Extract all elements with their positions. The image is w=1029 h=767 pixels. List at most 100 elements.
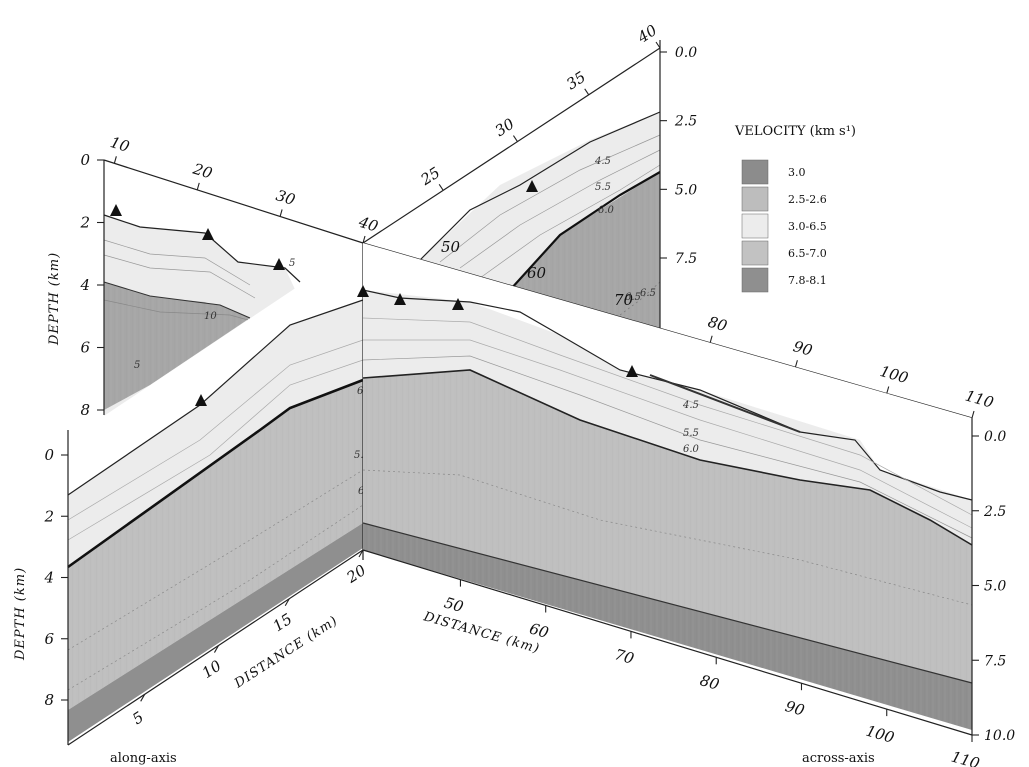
front-right-panel: 50 60 70 80 90 100 110 0.0 2.5 5.0 7.5 10.0 DISTAN… xyxy=(357,243,1015,767)
back-left-depth-ticks: 0 2 4 6 8 xyxy=(79,151,104,419)
legend-swatch xyxy=(741,159,769,185)
front-right-upper-crust xyxy=(363,290,972,545)
top-axis-tick-label: 100 xyxy=(878,362,911,387)
velocity-legend: VELOCITY (km s¹) 3.0 2.5-2.6 3.0-6.5 6.5-7.… xyxy=(734,124,856,293)
front-left-water xyxy=(68,243,363,495)
back-left-distance-tick-mark xyxy=(279,209,283,217)
front-right-contour-2: 5.5 xyxy=(683,428,699,439)
front-left-distance-tick-label: 20 xyxy=(343,561,370,587)
back-right-depth-tick-label: 7.5 xyxy=(675,251,697,267)
back-right-moho xyxy=(509,171,661,291)
front-left-mantle xyxy=(68,523,363,742)
front-right-depth-tick-label: 10.0 xyxy=(984,728,1015,744)
top-axis-tick-mark xyxy=(971,410,975,419)
front-left-distance-tick-label: 10 xyxy=(199,656,225,682)
front-right-moho xyxy=(362,369,973,546)
legend-label: 2.5-2.6 xyxy=(788,193,827,206)
back-right-grid-labels: 50 60 70 xyxy=(441,238,634,309)
back-left-distance-tick-mark xyxy=(113,156,117,164)
back-left-contour-2: 10 xyxy=(204,311,217,322)
legend-swatch xyxy=(741,186,769,212)
back-left-depth-tick-label: 8 xyxy=(80,401,90,419)
front-right-water xyxy=(363,243,972,500)
front-right-distance-label: DISTANCE (km) xyxy=(421,609,542,657)
back-right-contour-2: 5.5 xyxy=(595,182,611,193)
front-right-distance-tick-label: 50 xyxy=(442,594,466,617)
front-right-contour-3: 6.0 xyxy=(683,444,700,455)
top-axis-tick-label: 110 xyxy=(963,387,996,412)
station-triangle-icon xyxy=(452,298,464,310)
top-axis-tick-mark xyxy=(886,386,890,394)
legend-swatch xyxy=(741,240,769,266)
station-triangle-icon xyxy=(110,204,122,216)
front-right-distance-tick-label: 80 xyxy=(698,671,722,694)
back-left-contour-3: 5 xyxy=(134,360,140,371)
front-right-depth-ticks: 0.0 2.5 5.0 7.5 10.0 xyxy=(972,429,1015,744)
top-axis-tick-label: 90 xyxy=(791,337,815,360)
back-left-stations xyxy=(110,204,285,270)
front-right-depth-tick-label: 5.0 xyxy=(984,579,1006,595)
front-left-depth-tick-label: 4 xyxy=(43,569,54,587)
back-right-distance-tick-mark xyxy=(655,41,661,49)
top-axis-ticks: 80 90 100 110 xyxy=(706,313,996,419)
front-left-depth-ticks: 0 2 4 6 8 xyxy=(43,446,68,709)
front-right-distance-tick-label: 90 xyxy=(783,697,807,720)
front-left-moho xyxy=(67,378,364,569)
back-right-distance-tick-mark xyxy=(512,135,518,142)
front-right-depth-tick-label: 7.5 xyxy=(984,653,1006,669)
front-right-distance-tick-label: 110 xyxy=(949,748,982,767)
back-right-upper-crust xyxy=(420,112,660,290)
front-left-depth-tick-label: 6 xyxy=(44,630,54,648)
back-left-seafloor xyxy=(103,214,301,283)
back-right-top-axis xyxy=(362,47,661,244)
back-right-seafloor xyxy=(419,111,661,261)
legend-swatch xyxy=(741,267,769,293)
back-right-depth-tick-label: 5.0 xyxy=(675,182,697,198)
front-left-distance-tick-mark xyxy=(358,549,364,558)
front-left-depth-tick-label: 2 xyxy=(43,507,54,525)
back-left-panel: 5 10 5 0 2 4 6 8 10 20 30 40 DEPTH (km) xyxy=(47,133,381,420)
legend-label: 6.5-7.0 xyxy=(788,247,827,260)
front-left-depth-label: DEPTH (km) xyxy=(13,567,28,661)
back-left-distance-tick-label: 20 xyxy=(190,159,215,182)
station-triangle-icon xyxy=(394,293,406,305)
front-right-bottom-axis xyxy=(362,549,973,736)
back-left-depth-tick-label: 2 xyxy=(79,214,90,232)
back-left-distance-tick-label: 10 xyxy=(108,133,132,156)
back-left-contour-1: 5 xyxy=(289,258,295,269)
legend-label: 3.0-6.5 xyxy=(788,220,827,233)
back-right-contour-3: 6.0 xyxy=(598,205,615,216)
back-left-depth-label: DEPTH (km) xyxy=(47,252,62,346)
front-left-distance-tick-label: 15 xyxy=(270,610,296,635)
back-right-contour-1: 4.5 xyxy=(594,156,611,167)
front-left-caption: along-axis xyxy=(110,751,177,766)
back-left-distance-ticks: 10 20 30 40 xyxy=(108,133,381,244)
back-right-contour-5: 6.5 xyxy=(640,288,656,299)
front-right-distance-tick-label: 70 xyxy=(613,645,637,668)
back-right-water xyxy=(363,50,660,260)
front-left-distance-tick-mark xyxy=(213,645,219,653)
station-triangle-icon xyxy=(626,365,638,377)
back-right-depth-tick-label: 0.0 xyxy=(675,45,697,61)
front-right-depth-tick-label: 0.0 xyxy=(984,429,1006,445)
back-left-distance-tick-label: 40 xyxy=(356,213,381,236)
back-left-depth-tick-label: 0 xyxy=(80,151,90,169)
back-right-distance-tick-mark xyxy=(438,184,444,191)
front-right-caption: across-axis xyxy=(802,751,875,766)
front-left-bottom-axis xyxy=(67,549,364,746)
back-right-grid-label: 50 xyxy=(441,238,461,256)
back-right-contour-4: 6.5 xyxy=(625,292,641,303)
back-left-distance-tick-label: 30 xyxy=(274,186,298,209)
front-left-upper-crust xyxy=(68,300,363,567)
front-right-contour-1: 4.5 xyxy=(682,400,699,411)
station-triangle-icon xyxy=(526,180,538,192)
legend-label: 3.0 xyxy=(788,166,806,179)
top-axis-tick-mark xyxy=(709,335,713,343)
back-left-depth-tick-label: 6 xyxy=(80,339,90,357)
front-right-stations xyxy=(357,285,638,377)
front-right-distance-ticks: 50 60 70 80 90 100 110 xyxy=(442,579,982,767)
